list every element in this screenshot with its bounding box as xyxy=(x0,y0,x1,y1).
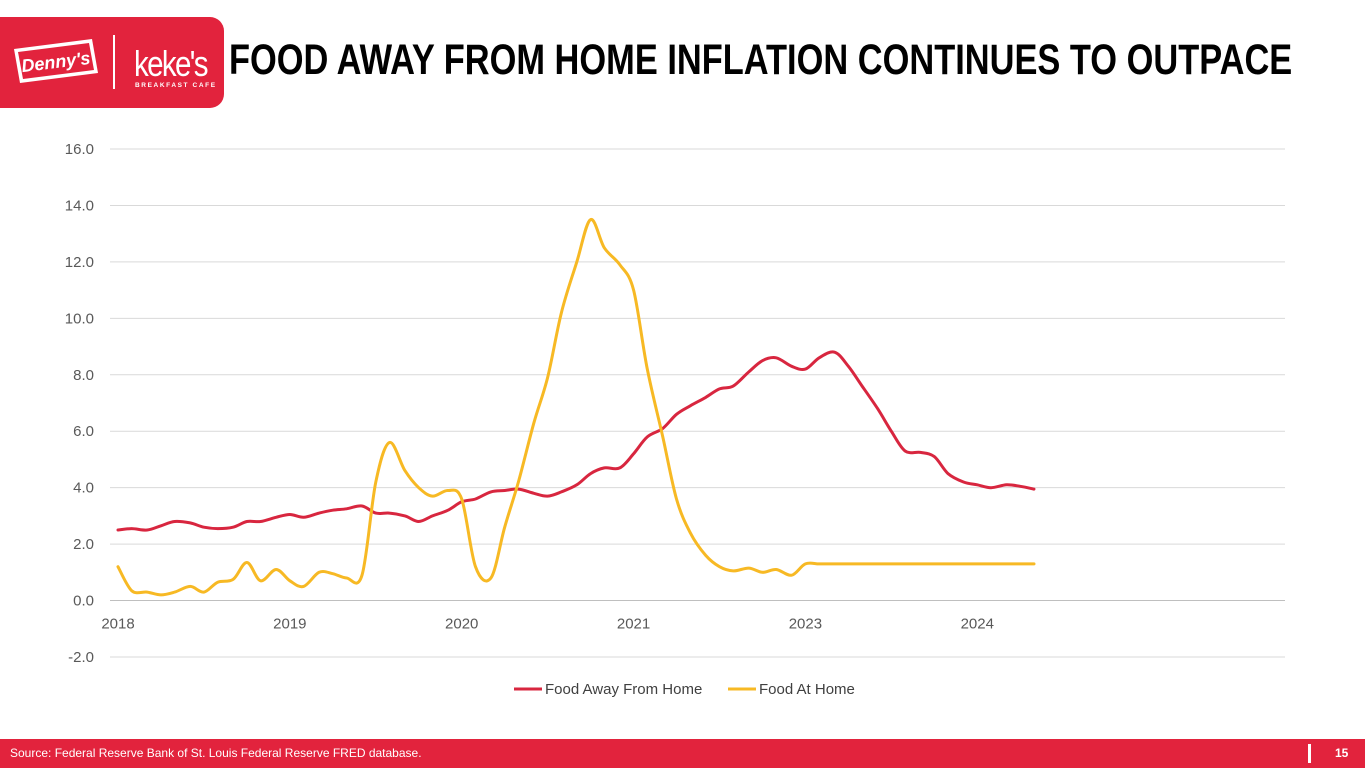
y-tick-label: 12.0 xyxy=(65,254,94,271)
series-line-food-away-from-home xyxy=(116,350,1036,532)
y-tick-label: 14.0 xyxy=(65,197,94,214)
page-divider xyxy=(1308,744,1311,763)
legend-label: Food Away From Home xyxy=(545,681,702,698)
legend-label: Food At Home xyxy=(759,681,855,698)
inflation-line-chart: 16.0 14.0 12.0 10.0 8.0 6.0 4.0 2.0 0.0 -2.0 2018 2… xyxy=(65,141,1285,698)
x-tick-label: 2020 xyxy=(445,616,478,633)
x-tick-label: 2019 xyxy=(273,616,306,633)
y-tick-label: 4.0 xyxy=(73,480,94,497)
x-tick-label: 2023 xyxy=(789,616,822,633)
y-tick-label: 2.0 xyxy=(73,536,94,553)
x-tick-label: 2021 xyxy=(617,616,650,633)
kekes-logo-subtitle: BREAKFAST CAFE xyxy=(135,82,217,89)
kekes-logo: keke's BREAKFAST CAFE xyxy=(122,33,222,93)
logo-divider xyxy=(113,35,115,89)
page-number: 15 xyxy=(1335,746,1349,760)
y-tick-label: 16.0 xyxy=(65,141,94,158)
x-tick-label: 2018 xyxy=(101,616,134,633)
series-line-food-at-home xyxy=(116,218,1036,597)
x-tick-label: 2024 xyxy=(961,616,994,633)
y-tick-label: 0.0 xyxy=(73,593,94,610)
page-title: FOOD AWAY FROM HOME INFLATION CONTINUES … xyxy=(229,36,1293,84)
y-tick-label: 10.0 xyxy=(65,310,94,327)
y-tick-label: -2.0 xyxy=(68,649,94,666)
kekes-logo-text: keke's xyxy=(134,43,209,84)
dennys-logo-inner xyxy=(18,43,94,79)
dennys-logo: Denny's xyxy=(14,39,98,83)
source-note: Source: Federal Reserve Bank of St. Loui… xyxy=(10,746,422,760)
footer-bar: Source: Federal Reserve Bank of St. Loui… xyxy=(0,739,1365,768)
y-tick-label: 6.0 xyxy=(73,423,94,440)
y-tick-label: 8.0 xyxy=(73,367,94,384)
logo-banner: Denny's keke's BREAKFAST CAFE xyxy=(0,17,224,108)
